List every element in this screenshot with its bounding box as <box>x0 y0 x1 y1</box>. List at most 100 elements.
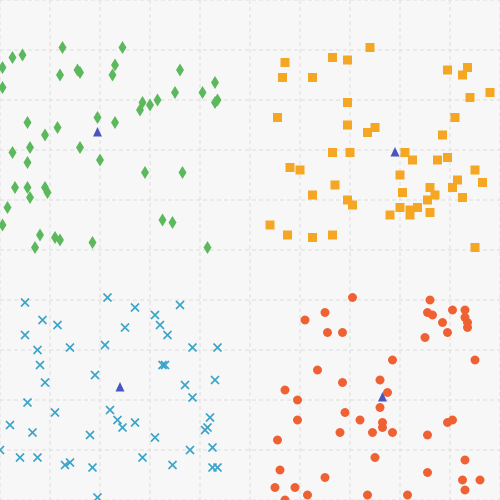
data-point-diamond <box>18 48 27 62</box>
data-point-circle <box>378 423 387 432</box>
data-point-square <box>265 220 275 230</box>
data-point-diamond <box>213 93 222 107</box>
data-point-x <box>5 420 15 430</box>
data-point-square <box>408 155 417 165</box>
data-point-x <box>22 397 33 408</box>
data-point-x <box>202 422 213 433</box>
data-point-square <box>443 153 452 162</box>
data-point-square <box>385 210 395 220</box>
data-point-diamond <box>198 86 207 99</box>
data-point-diamond <box>11 181 19 194</box>
data-point-x <box>137 452 148 463</box>
data-point-circle <box>335 428 345 437</box>
data-point-x <box>35 360 45 370</box>
data-point-square <box>425 183 435 192</box>
data-point-square <box>283 230 292 240</box>
data-point-x <box>32 452 43 463</box>
data-point-square <box>443 65 452 75</box>
data-point-square <box>348 200 357 210</box>
data-point-square <box>343 55 352 65</box>
data-point-circle <box>340 408 350 417</box>
data-point-x <box>105 405 115 415</box>
data-point-circle <box>363 490 372 500</box>
data-point-circle <box>275 465 285 475</box>
data-point-square <box>413 203 422 212</box>
data-point-circle <box>323 328 332 337</box>
data-point-square <box>343 195 352 205</box>
data-point-x <box>60 460 70 470</box>
centroid-marker <box>93 127 102 137</box>
data-point-diamond <box>146 98 154 112</box>
data-point-circle <box>423 468 432 477</box>
data-point-circle <box>338 328 347 337</box>
data-point-circle <box>370 453 380 462</box>
data-point-x <box>37 315 48 325</box>
data-point-circle <box>293 415 302 425</box>
data-point-x <box>52 320 63 330</box>
data-point-diamond <box>96 153 104 167</box>
data-point-square <box>463 63 472 72</box>
data-point-diamond <box>153 93 162 107</box>
data-point-diamond <box>41 128 49 142</box>
data-point-diamond <box>0 218 7 232</box>
data-point-diamond <box>31 241 39 254</box>
data-point-x <box>15 452 25 463</box>
data-point-x <box>180 380 190 390</box>
data-point-diamond <box>168 216 177 229</box>
data-point-x <box>175 300 185 310</box>
data-point-x <box>85 430 95 440</box>
data-point-x <box>207 442 218 453</box>
data-point-circle <box>388 355 397 365</box>
data-point-diamond <box>138 96 147 109</box>
data-point-square <box>273 113 282 122</box>
data-point-diamond <box>158 213 167 227</box>
data-point-x <box>162 330 173 340</box>
data-point-circle <box>290 483 300 492</box>
data-point-x <box>20 297 30 308</box>
data-point-square <box>395 203 405 212</box>
data-point-x <box>0 445 5 455</box>
data-point-square <box>423 195 432 205</box>
data-point-x <box>102 292 113 303</box>
data-point-square <box>278 73 287 82</box>
data-point-x <box>212 462 223 473</box>
data-point-circle <box>420 333 430 342</box>
data-point-x <box>187 342 198 353</box>
data-point-circle <box>303 490 312 500</box>
data-point-circle <box>320 473 330 482</box>
data-point-square <box>453 175 462 185</box>
data-point-circle <box>313 365 322 375</box>
data-point-square <box>328 53 337 62</box>
data-point-circle <box>375 375 385 385</box>
data-point-square <box>345 148 355 157</box>
data-point-x <box>167 460 178 470</box>
data-point-diamond <box>88 236 97 249</box>
data-point-diamond <box>141 166 149 179</box>
data-point-x <box>40 377 50 388</box>
data-point-x <box>20 330 30 340</box>
data-point-diamond <box>26 191 34 204</box>
data-point-circle <box>448 305 457 315</box>
data-point-square <box>458 193 467 202</box>
data-point-x <box>185 445 195 455</box>
data-point-x <box>150 432 160 443</box>
data-point-circle <box>458 475 467 485</box>
data-point-x <box>212 342 223 353</box>
data-point-circle <box>460 485 470 495</box>
data-point-circle <box>425 295 435 305</box>
data-point-diamond <box>23 116 32 129</box>
data-point-diamond <box>8 146 17 159</box>
data-point-circle <box>388 428 397 437</box>
data-point-square <box>328 148 337 157</box>
data-point-diamond <box>43 186 52 199</box>
data-point-circle <box>448 415 457 425</box>
data-point-circle <box>273 435 282 445</box>
data-point-circle <box>383 388 392 397</box>
data-point-circle <box>403 490 412 500</box>
data-point-diamond <box>23 181 32 194</box>
data-point-x <box>155 320 165 330</box>
data-point-square <box>363 128 372 137</box>
data-point-x <box>130 417 140 428</box>
data-point-diamond <box>56 233 64 247</box>
data-point-circle <box>375 403 385 412</box>
